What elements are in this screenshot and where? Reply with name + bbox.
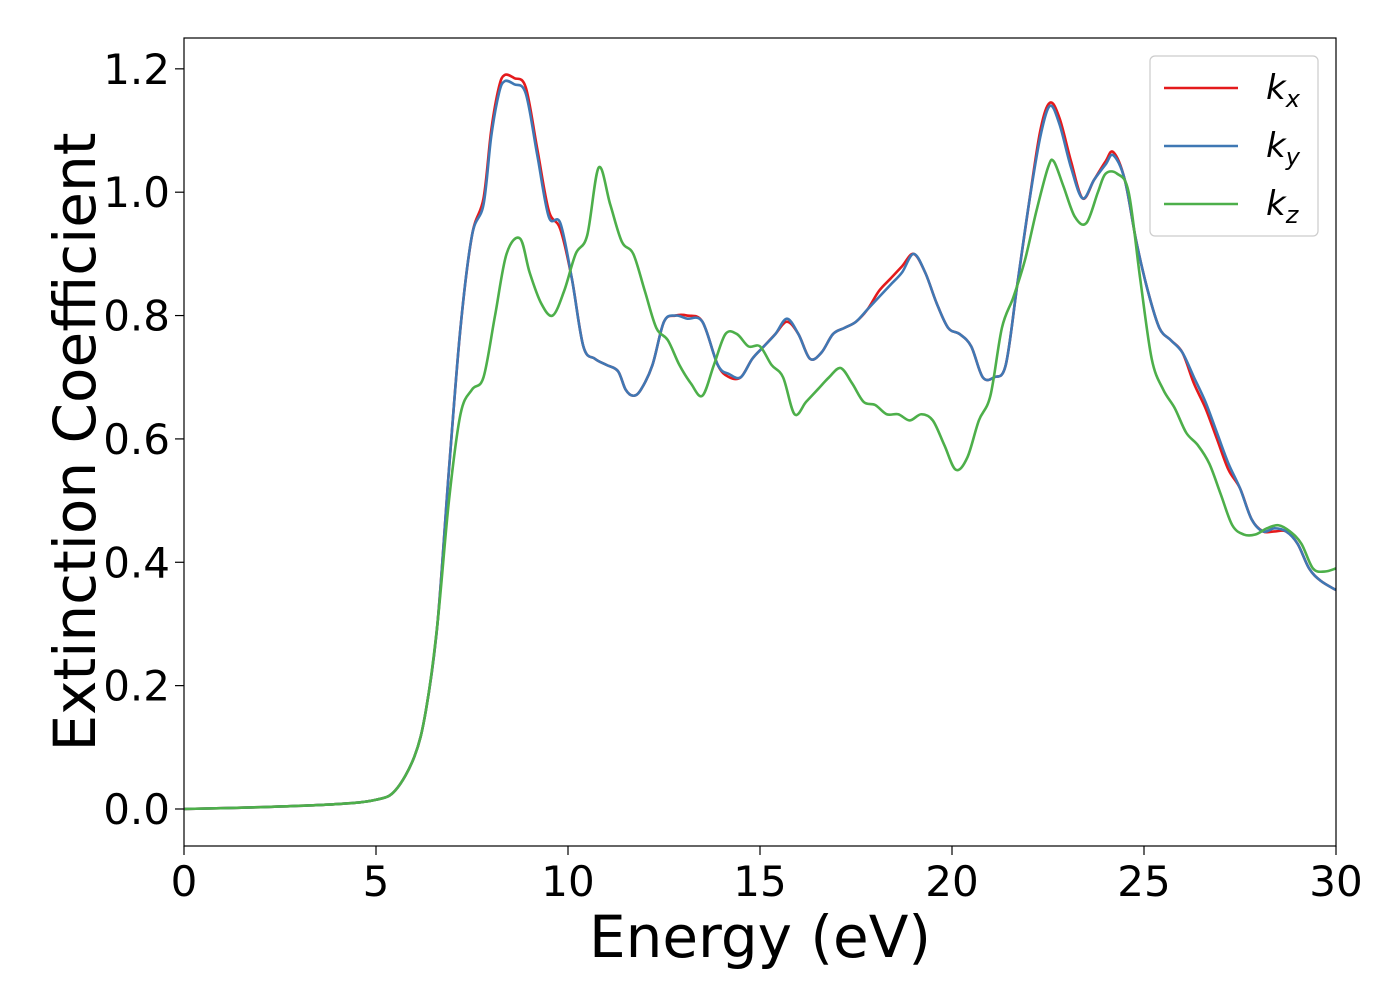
legend-label-y: ky — [1266, 126, 1301, 171]
y-tick-label: 0.0 — [103, 785, 170, 834]
legend-label-z: kz — [1266, 184, 1300, 229]
y-tick-label: 1.2 — [103, 45, 170, 94]
x-axis-ticks: 0 5 10 15 20 25 30 — [171, 846, 1363, 906]
x-tick-label: 30 — [1309, 857, 1362, 906]
x-tick-label: 10 — [541, 857, 594, 906]
x-tick-label: 15 — [733, 857, 786, 906]
legend-label-x: kx — [1266, 68, 1301, 113]
y-axis-label: Extinction Coefficient — [41, 133, 109, 752]
y-axis-ticks: 0.0 0.2 0.4 0.6 0.8 1.0 1.2 — [103, 45, 184, 834]
series-line-z — [184, 158, 1336, 811]
y-tick-label: 1.0 — [103, 168, 170, 217]
series-line-y — [184, 79, 1336, 811]
x-tick-label: 25 — [1117, 857, 1170, 906]
y-tick-label: 0.6 — [103, 415, 170, 464]
x-tick-label: 20 — [925, 857, 978, 906]
x-axis-label: Energy (eV) — [589, 903, 931, 971]
x-tick-label: 5 — [363, 857, 390, 906]
y-tick-label: 0.4 — [103, 538, 170, 587]
y-tick-label: 0.8 — [103, 292, 170, 341]
legend: kx ky kz — [1149, 55, 1319, 237]
series-layer — [184, 73, 1336, 811]
y-tick-label: 0.2 — [103, 662, 170, 711]
x-tick-label: 0 — [171, 857, 198, 906]
